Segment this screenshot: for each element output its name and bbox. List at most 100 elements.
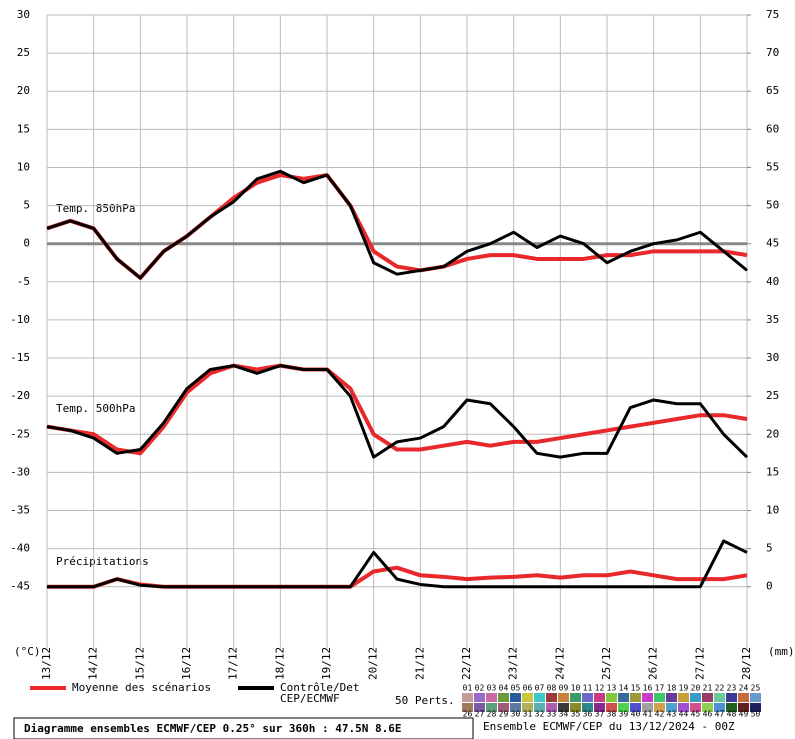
member-id: 38 (607, 710, 617, 719)
member-id: 01 (463, 684, 473, 693)
series-line (46, 169, 748, 280)
member-id: 32 (535, 710, 545, 719)
member-id: 45 (691, 710, 701, 719)
member-swatch (486, 703, 497, 712)
y-tick-label: 25 (17, 46, 30, 59)
series-line (46, 363, 748, 456)
member-id: 06 (523, 684, 533, 693)
member-swatch (618, 693, 629, 702)
member-swatch (534, 693, 545, 702)
member-swatch (618, 703, 629, 712)
member-swatch (630, 703, 641, 712)
y2-tick-label: 45 (766, 237, 779, 250)
member-swatch (630, 693, 641, 702)
x-tick-label: 25/12 (600, 647, 613, 680)
x-tick-label: 18/12 (273, 647, 286, 680)
member-id: 41 (643, 710, 653, 719)
legend-label: Contrôle/Det (280, 681, 359, 694)
member-id: 15 (631, 684, 641, 693)
y-tick-label: -40 (10, 542, 30, 555)
y-tick-label: -45 (10, 580, 30, 593)
x-tick-label: 27/12 (693, 647, 706, 680)
member-id: 10 (571, 684, 581, 693)
panel-label: Précipitations (56, 555, 149, 568)
member-swatch (558, 703, 569, 712)
y2-tick-label: 0 (766, 580, 773, 593)
member-id: 49 (739, 710, 749, 719)
member-swatch (750, 693, 761, 702)
member-id: 24 (739, 684, 749, 693)
x-tick-label: 23/12 (507, 647, 520, 680)
y-unit: (°C) (14, 645, 41, 658)
member-swatch (510, 693, 521, 702)
x-tick-label: 22/12 (460, 647, 473, 680)
member-swatch (522, 693, 533, 702)
member-swatch (522, 703, 533, 712)
member-swatch (570, 693, 581, 702)
y2-tick-label: 50 (766, 199, 779, 212)
members-label: 50 Perts. (395, 694, 455, 707)
member-id: 09 (559, 684, 569, 693)
x-tick-label: 17/12 (227, 647, 240, 680)
member-id: 11 (583, 684, 593, 693)
y2-tick-label: 25 (766, 389, 779, 402)
member-id: 07 (535, 684, 545, 693)
y2-unit: (mm) (768, 645, 795, 658)
member-id: 43 (667, 710, 677, 719)
x-tick-label: 28/12 (740, 647, 753, 680)
member-swatch (726, 703, 737, 712)
member-id: 42 (655, 710, 665, 719)
y-tick-label: -15 (10, 351, 30, 364)
y-tick-label: 15 (17, 122, 30, 135)
member-swatch (714, 693, 725, 702)
footer-run: Ensemble ECMWF/CEP du 13/12/2024 - 00Z (483, 720, 735, 733)
member-swatch (714, 703, 725, 712)
member-id: 50 (751, 710, 761, 719)
member-swatch (642, 703, 653, 712)
panel-label: Temp. 500hPa (56, 402, 135, 415)
member-swatch (462, 693, 473, 702)
y-tick-label: 30 (17, 8, 30, 21)
y-tick-label: 5 (23, 199, 30, 212)
member-id: 33 (547, 710, 557, 719)
member-id: 17 (655, 684, 665, 693)
member-id: 04 (499, 684, 509, 693)
member-id: 20 (691, 684, 701, 693)
member-id: 02 (475, 684, 485, 693)
member-swatch (582, 703, 593, 712)
y2-tick-label: 60 (766, 122, 779, 135)
member-id: 31 (523, 710, 533, 719)
member-swatch (546, 693, 557, 702)
member-id: 39 (619, 710, 629, 719)
y2-tick-label: 5 (766, 542, 773, 555)
y-tick-label: -35 (10, 503, 30, 516)
member-id: 18 (667, 684, 677, 693)
member-swatch (582, 693, 593, 702)
member-swatch (606, 703, 617, 712)
x-tick-label: 13/12 (40, 647, 53, 680)
member-id: 34 (559, 710, 569, 719)
member-id: 13 (607, 684, 617, 693)
member-id: 28 (487, 710, 497, 719)
x-tick-label: 19/12 (320, 647, 333, 680)
member-swatch (678, 693, 689, 702)
member-swatch (738, 693, 749, 702)
x-tick-label: 24/12 (553, 647, 566, 680)
member-swatch (474, 693, 485, 702)
y2-tick-label: 30 (766, 351, 779, 364)
member-id: 23 (727, 684, 737, 693)
member-swatch (534, 703, 545, 712)
member-swatch (594, 693, 605, 702)
legend-label: CEP/ECMWF (280, 692, 340, 705)
member-swatch (570, 703, 581, 712)
member-swatch (678, 703, 689, 712)
y-tick-label: 0 (23, 237, 30, 250)
y2-tick-label: 40 (766, 275, 779, 288)
y-tick-label: 10 (17, 160, 30, 173)
member-id: 25 (751, 684, 761, 693)
member-id: 36 (583, 710, 593, 719)
member-id: 22 (715, 684, 725, 693)
y-tick-label: -20 (10, 389, 30, 402)
member-id: 08 (547, 684, 557, 693)
